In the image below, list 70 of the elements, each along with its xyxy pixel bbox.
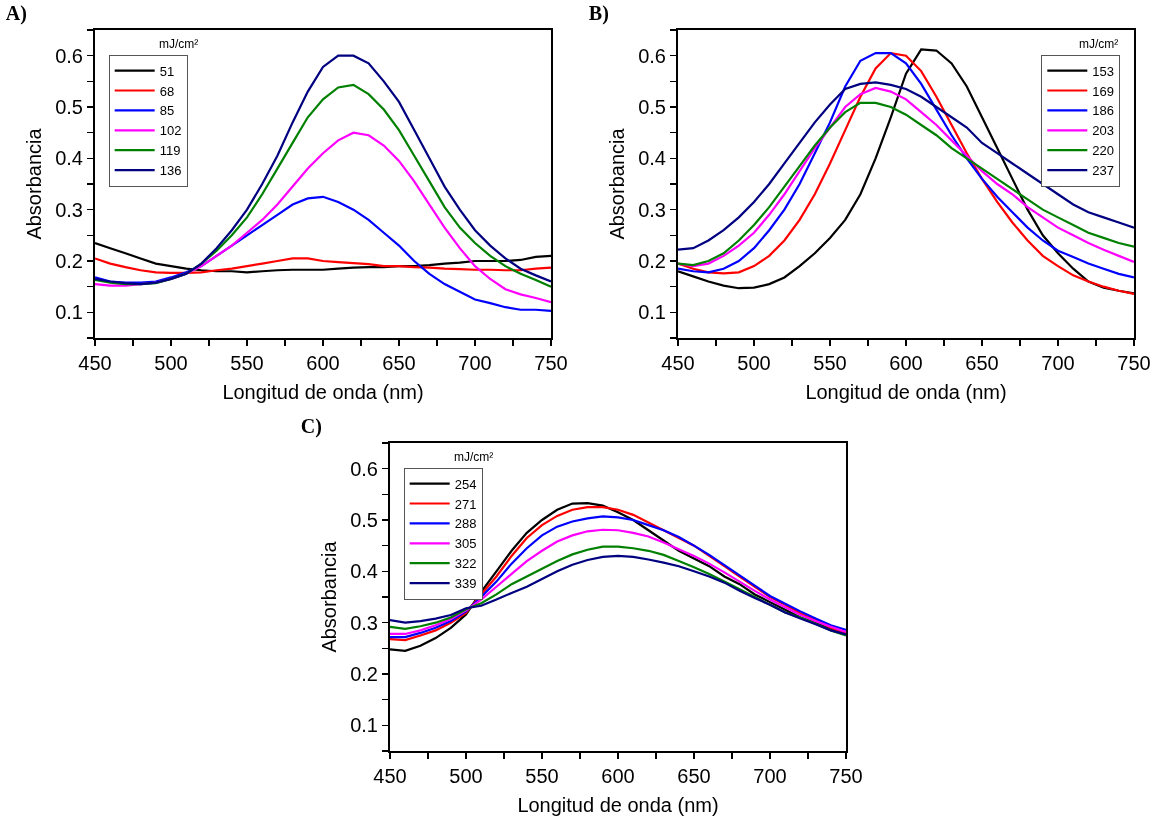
legend-title: mJ/cm² bbox=[159, 37, 199, 51]
y-tick-label: 0.2 bbox=[638, 250, 666, 272]
legend-label: 85 bbox=[159, 103, 175, 119]
y-tick-label: 0.6 bbox=[55, 44, 83, 67]
y-tick-label: 0.6 bbox=[350, 457, 378, 480]
x-tick-label: 750 bbox=[829, 765, 863, 787]
y-tick-label: 0.4 bbox=[55, 147, 83, 170]
legend-label: 136 bbox=[159, 163, 182, 179]
x-tick-label: 450 bbox=[78, 352, 112, 374]
x-tick-label: 550 bbox=[813, 352, 847, 374]
legend-label: 102 bbox=[159, 123, 182, 139]
x-tick-label: 500 bbox=[737, 352, 771, 374]
legend-label: 339 bbox=[454, 576, 477, 592]
chart-title: A) bbox=[5, 2, 27, 26]
x-tick-label: 550 bbox=[525, 765, 559, 787]
y-tick-label: 0.5 bbox=[350, 509, 378, 531]
chart-title: B) bbox=[588, 2, 609, 26]
y-tick-label: 0.2 bbox=[55, 250, 83, 272]
y-tick-label: 0.1 bbox=[55, 301, 83, 324]
x-tick-label: 450 bbox=[373, 765, 407, 787]
x-tick-label: 450 bbox=[661, 352, 695, 374]
legend-label: 288 bbox=[454, 516, 477, 532]
y-tick-label: 0.5 bbox=[638, 96, 666, 118]
x-axis-title: Longitud de onda (nm) bbox=[805, 381, 1007, 403]
x-tick-label: 500 bbox=[449, 765, 483, 787]
legend-label: 237 bbox=[1092, 163, 1115, 179]
chart-title: C) bbox=[300, 415, 322, 439]
y-tick-label: 0.5 bbox=[55, 96, 83, 118]
x-tick-label: 600 bbox=[306, 352, 340, 374]
y-tick-label: 0.2 bbox=[350, 663, 378, 685]
x-axis-title: Longitud de onda (nm) bbox=[517, 794, 719, 816]
y-tick-label: 0.4 bbox=[638, 147, 666, 170]
y-tick-label: 0.3 bbox=[350, 611, 378, 634]
y-tick-label: 0.4 bbox=[350, 560, 378, 583]
x-tick-label: 600 bbox=[601, 765, 635, 787]
x-tick-label: 700 bbox=[458, 352, 492, 374]
y-tick-label: 0.3 bbox=[638, 198, 666, 221]
legend-label: 68 bbox=[159, 83, 175, 99]
x-tick-label: 700 bbox=[1041, 352, 1075, 374]
legend-label: 305 bbox=[454, 536, 477, 552]
legend-label: 254 bbox=[454, 476, 477, 492]
legend-label: 271 bbox=[454, 496, 477, 512]
x-tick-label: 750 bbox=[1117, 352, 1151, 374]
y-axis-title: Absorbancia bbox=[318, 540, 341, 653]
x-tick-label: 500 bbox=[154, 352, 188, 374]
legend-label: 119 bbox=[159, 143, 181, 159]
legend-label: 186 bbox=[1092, 103, 1115, 119]
x-tick-label: 600 bbox=[889, 352, 923, 374]
x-tick-label: 650 bbox=[677, 765, 711, 787]
line-series bbox=[95, 257, 551, 274]
y-tick-label: 0.1 bbox=[350, 714, 378, 737]
y-axis-title: Absorbancia bbox=[606, 127, 629, 240]
legend-label: 322 bbox=[454, 556, 477, 572]
x-tick-label: 550 bbox=[230, 352, 264, 374]
x-tick-label: 750 bbox=[534, 352, 568, 374]
y-tick-label: 0.3 bbox=[55, 198, 83, 221]
y-tick-label: 0.1 bbox=[638, 301, 666, 324]
x-tick-label: 650 bbox=[965, 352, 999, 374]
legend-label: 153 bbox=[1092, 63, 1115, 79]
y-tick-label: 0.6 bbox=[638, 44, 666, 67]
legend-label: 169 bbox=[1092, 83, 1115, 99]
legend-title: mJ/cm² bbox=[454, 450, 494, 464]
x-tick-label: 700 bbox=[753, 765, 787, 787]
legend-label: 220 bbox=[1092, 143, 1115, 159]
x-tick-label: 650 bbox=[382, 352, 416, 374]
legend-title: mJ/cm² bbox=[1079, 37, 1119, 51]
legend-label: 51 bbox=[159, 63, 175, 79]
legend-label: 203 bbox=[1092, 123, 1115, 139]
x-axis-title: Longitud de onda (nm) bbox=[222, 381, 424, 403]
y-axis-title: Absorbancia bbox=[23, 127, 46, 240]
